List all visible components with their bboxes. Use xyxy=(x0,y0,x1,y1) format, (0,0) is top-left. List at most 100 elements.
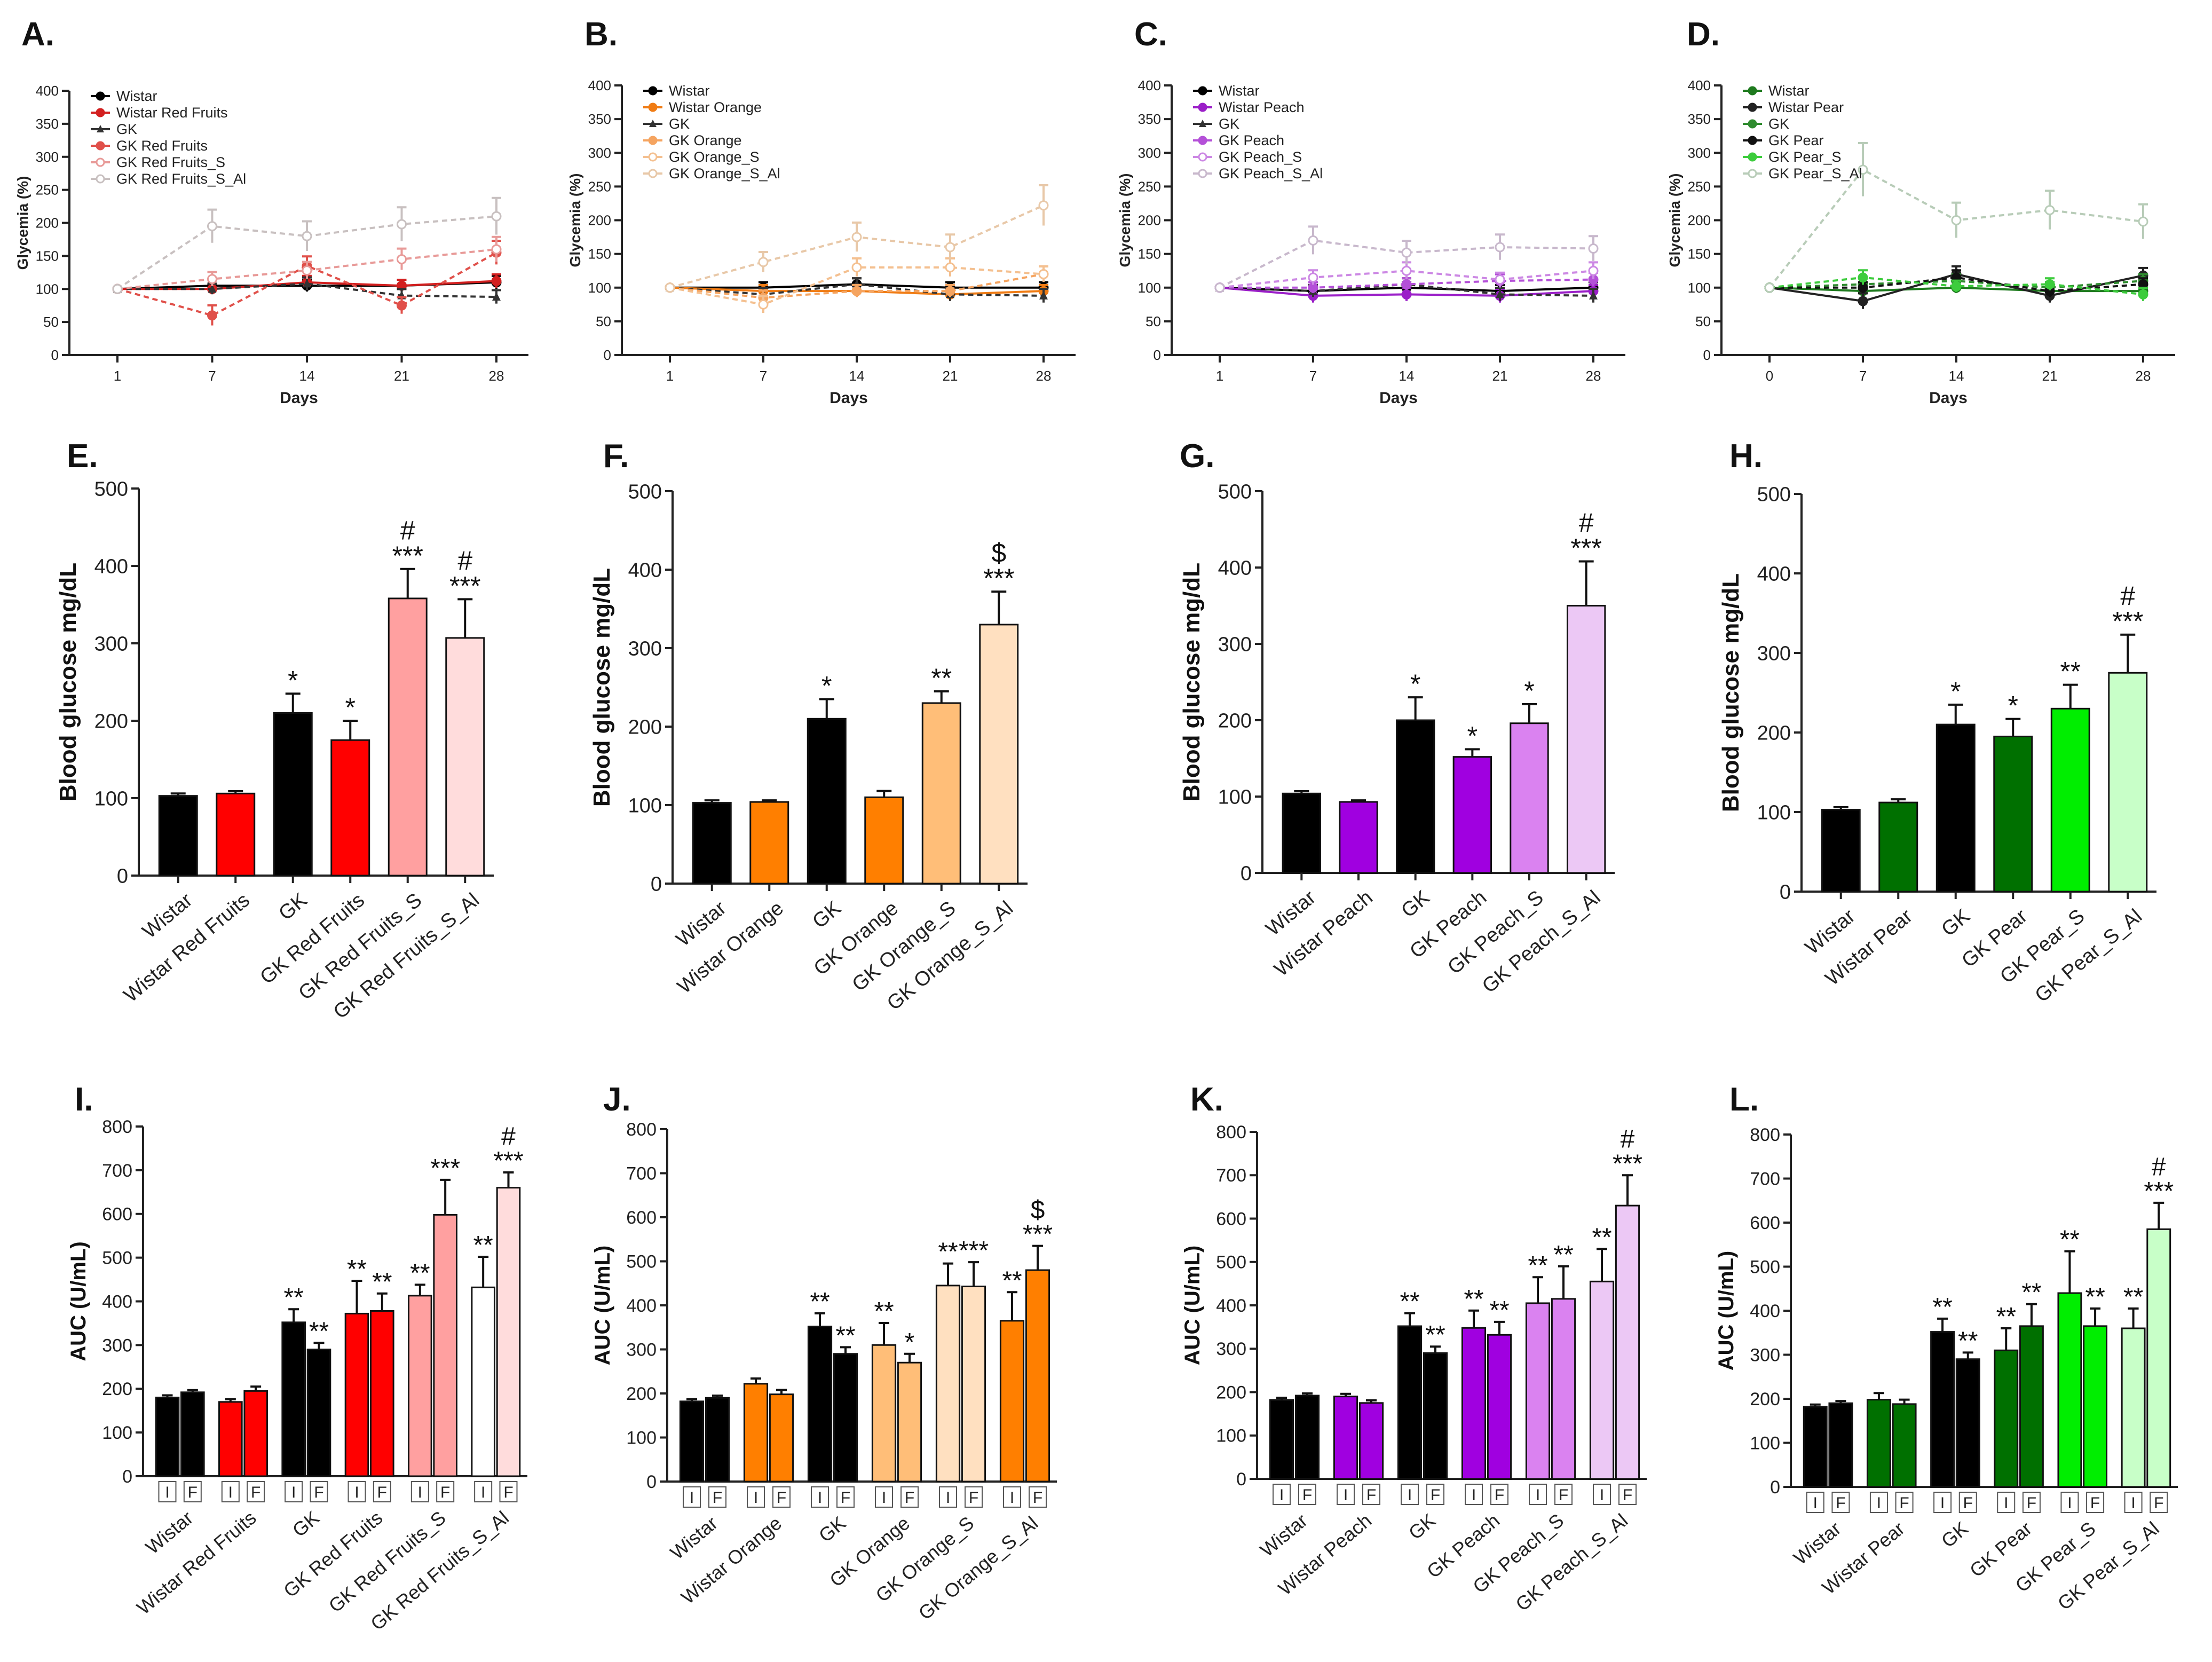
group-label: F xyxy=(1559,1486,1568,1504)
y-axis-title: AUC (U/mL) xyxy=(1181,1246,1204,1365)
legend-marker xyxy=(96,91,105,101)
y-tick-label: 100 xyxy=(1757,801,1791,824)
y-tick-label: 400 xyxy=(628,559,662,581)
y-tick-label: 300 xyxy=(1750,1345,1780,1365)
group-label: F xyxy=(713,1489,722,1507)
significance-label: # xyxy=(2120,581,2135,611)
significance-label: $ xyxy=(1031,1196,1045,1224)
y-tick-label: 150 xyxy=(588,246,611,262)
significance-label: * xyxy=(1410,669,1420,699)
y-tick-label: 100 xyxy=(1218,786,1252,808)
x-tick-label: 1 xyxy=(1216,368,1223,384)
legend-label: GK Peach_S_Al xyxy=(1219,166,1323,182)
bar xyxy=(1510,722,1549,874)
y-axis-title: Glycemia (%) xyxy=(1117,174,1133,267)
group-label: I xyxy=(1600,1486,1604,1504)
group-label-box xyxy=(285,1481,303,1502)
group-label-box xyxy=(747,1486,765,1508)
legend-marker xyxy=(1748,152,1757,162)
data-point xyxy=(1038,269,1049,279)
significance-label: * xyxy=(1524,676,1534,706)
x-tick-label: GK Peach_S_Al xyxy=(1511,1509,1632,1616)
significance-label: * xyxy=(1467,721,1478,751)
bar xyxy=(705,1397,730,1483)
y-axis-title: Blood glucose mg/dL xyxy=(1718,573,1744,812)
significance-label: * xyxy=(288,665,298,695)
bar xyxy=(935,1285,961,1483)
legend-marker xyxy=(1198,136,1207,145)
group-label: F xyxy=(188,1484,198,1501)
group-label: I xyxy=(1010,1489,1014,1507)
group-label-box xyxy=(247,1481,265,1502)
group-label-box xyxy=(158,1481,177,1502)
x-tick-label: GK xyxy=(1937,905,1974,941)
x-tick-label: Wistar xyxy=(666,1512,722,1564)
legend-marker xyxy=(649,120,657,127)
legend-marker xyxy=(1748,103,1757,112)
bar xyxy=(1025,1269,1050,1483)
legend-label: Wistar Red Fruits xyxy=(116,105,228,121)
group-label: F xyxy=(314,1484,323,1501)
x-tick-label: 1 xyxy=(666,368,674,384)
group-label-box xyxy=(2060,1492,2079,1513)
data-point xyxy=(207,310,217,321)
x-tick-label: Wistar xyxy=(1789,1517,1845,1569)
group-label-box xyxy=(373,1481,391,1502)
x-axis-title: Days xyxy=(280,389,318,407)
y-tick-label: 300 xyxy=(1757,642,1791,665)
y-tick-label: 400 xyxy=(1218,557,1252,579)
group-label: I xyxy=(228,1484,233,1501)
bar xyxy=(2121,1327,2146,1488)
y-tick-label: 150 xyxy=(1138,246,1161,262)
series-line xyxy=(1220,278,1594,289)
group-label-box xyxy=(221,1481,240,1502)
legend-marker xyxy=(1198,152,1207,162)
group-label: F xyxy=(2090,1494,2100,1512)
y-tick-label: 500 xyxy=(628,481,662,503)
group-label: I xyxy=(291,1484,296,1501)
data-point xyxy=(758,257,769,267)
y-tick-label: 50 xyxy=(43,314,59,330)
significance-label: # xyxy=(501,1122,516,1151)
y-axis-title: AUC (U/mL) xyxy=(67,1241,90,1361)
bar xyxy=(344,1312,369,1477)
x-tick-label: 7 xyxy=(208,368,216,384)
significance-label: *** xyxy=(449,571,480,601)
data-point xyxy=(945,242,955,253)
bar xyxy=(281,1321,306,1477)
group-label-box xyxy=(436,1481,455,1502)
panel-label: A. xyxy=(21,16,54,53)
y-tick-label: 100 xyxy=(628,794,662,817)
data-point xyxy=(207,274,217,285)
x-tick-label: Wistar xyxy=(141,1507,197,1558)
bar xyxy=(1525,1302,1551,1480)
bar xyxy=(1930,1331,1955,1488)
bar xyxy=(1589,1280,1615,1480)
y-tick-label: 400 xyxy=(1138,77,1161,93)
group-label-box xyxy=(2150,1492,2168,1513)
y-tick-label: 600 xyxy=(102,1204,132,1225)
y-tick-label: 200 xyxy=(1750,1389,1780,1409)
y-tick-label: 0 xyxy=(1154,347,1161,363)
significance-label: # xyxy=(457,546,472,576)
x-tick-label: 21 xyxy=(943,368,958,384)
bar xyxy=(306,1349,331,1477)
y-tick-label: 200 xyxy=(588,212,611,229)
y-tick-label: 400 xyxy=(588,77,611,93)
y-tick-label: 500 xyxy=(94,478,128,500)
bar xyxy=(180,1391,205,1477)
data-point xyxy=(208,284,217,293)
group-label-box xyxy=(1003,1486,1021,1508)
significance-label: *** xyxy=(2144,1177,2174,1206)
group-label: I xyxy=(1408,1486,1412,1504)
panel-label: L. xyxy=(1729,1081,1759,1118)
bar xyxy=(1821,809,1861,893)
data-point xyxy=(1588,265,1599,276)
significance-label: ** xyxy=(2021,1279,2041,1307)
group-label-box xyxy=(772,1486,791,1508)
y-axis-title: Blood glucose mg/dL xyxy=(589,568,615,807)
significance-label: ** xyxy=(1932,1293,1952,1321)
